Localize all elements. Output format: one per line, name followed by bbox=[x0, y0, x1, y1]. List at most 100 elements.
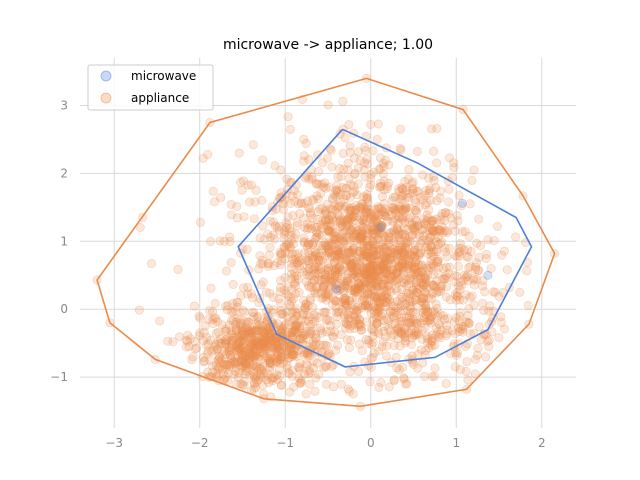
appliance-point bbox=[411, 215, 421, 225]
appliance-point bbox=[405, 296, 415, 306]
appliance-point bbox=[463, 245, 473, 255]
appliance-point bbox=[429, 146, 439, 156]
appliance-point bbox=[436, 284, 446, 294]
appliance-point bbox=[297, 310, 307, 320]
appliance-point bbox=[345, 141, 355, 151]
appliance-point bbox=[309, 251, 319, 261]
appliance-point bbox=[316, 275, 326, 285]
appliance-point bbox=[267, 206, 277, 216]
appliance-point bbox=[234, 343, 244, 353]
appliance-point bbox=[435, 286, 445, 296]
appliance-point bbox=[368, 236, 378, 246]
appliance-point bbox=[306, 328, 316, 338]
appliance-point bbox=[257, 255, 267, 265]
appliance-point bbox=[445, 262, 455, 272]
appliance-point bbox=[397, 214, 407, 224]
appliance-point bbox=[385, 326, 395, 336]
appliance-point bbox=[336, 379, 346, 389]
appliance-point bbox=[221, 326, 231, 336]
appliance-point bbox=[463, 311, 473, 321]
appliance-point bbox=[399, 247, 409, 257]
appliance-point bbox=[377, 228, 387, 238]
appliance-point bbox=[387, 245, 397, 255]
appliance-point bbox=[377, 294, 387, 304]
appliance-point bbox=[226, 350, 236, 360]
appliance-point bbox=[223, 301, 233, 311]
appliance-point bbox=[408, 177, 418, 187]
appliance-point bbox=[469, 300, 479, 310]
appliance-point bbox=[356, 229, 366, 239]
appliance-point bbox=[307, 172, 317, 182]
appliance-point bbox=[287, 366, 297, 376]
appliance-point bbox=[368, 212, 378, 222]
appliance-point bbox=[314, 369, 324, 379]
appliance-point bbox=[332, 286, 342, 296]
appliance-point bbox=[212, 372, 222, 382]
appliance-point bbox=[318, 282, 328, 292]
appliance-point bbox=[419, 218, 429, 228]
appliance-point bbox=[335, 284, 345, 294]
appliance-point bbox=[349, 244, 359, 254]
appliance-point bbox=[337, 249, 347, 259]
appliance-point bbox=[203, 346, 213, 356]
appliance-point bbox=[420, 272, 430, 282]
appliance-point bbox=[280, 321, 290, 331]
appliance-point bbox=[374, 257, 384, 267]
appliance-point bbox=[214, 362, 224, 372]
appliance-point bbox=[349, 285, 359, 295]
appliance-point bbox=[227, 307, 237, 317]
appliance-point bbox=[366, 262, 376, 272]
appliance-point bbox=[382, 262, 392, 272]
appliance-point bbox=[341, 299, 351, 309]
appliance-point bbox=[313, 312, 323, 322]
appliance-point bbox=[282, 220, 292, 230]
appliance-point bbox=[392, 268, 402, 278]
appliance-point bbox=[233, 297, 243, 307]
appliance-point bbox=[381, 332, 391, 342]
appliance-point bbox=[274, 294, 284, 304]
appliance-point bbox=[470, 354, 480, 364]
appliance-point bbox=[309, 275, 319, 285]
appliance-point bbox=[378, 252, 388, 262]
appliance-point bbox=[349, 258, 359, 268]
appliance-point bbox=[283, 282, 293, 292]
appliance-point bbox=[400, 244, 410, 254]
appliance-point bbox=[267, 373, 277, 383]
appliance-point bbox=[192, 343, 202, 353]
appliance-point bbox=[313, 252, 323, 262]
appliance-point bbox=[435, 281, 445, 291]
appliance-point bbox=[421, 346, 431, 356]
appliance-point bbox=[276, 322, 286, 332]
appliance-point bbox=[332, 312, 342, 322]
appliance-point bbox=[380, 297, 390, 307]
appliance-point bbox=[251, 374, 261, 384]
appliance-point bbox=[321, 250, 331, 260]
appliance-point bbox=[400, 299, 410, 309]
appliance-point bbox=[274, 225, 284, 235]
appliance-point bbox=[213, 317, 223, 327]
appliance-point bbox=[292, 271, 302, 281]
appliance-point bbox=[411, 287, 421, 297]
appliance-point bbox=[277, 256, 287, 266]
appliance-point bbox=[407, 179, 417, 189]
appliance-point bbox=[324, 246, 334, 256]
appliance-point bbox=[409, 251, 419, 261]
appliance-point bbox=[353, 287, 363, 297]
appliance-point bbox=[350, 288, 360, 298]
appliance-point bbox=[305, 210, 315, 220]
appliance-point bbox=[343, 273, 353, 283]
appliance-point bbox=[243, 282, 253, 292]
appliance-point bbox=[397, 277, 407, 287]
appliance-point bbox=[313, 150, 323, 160]
appliance-point bbox=[288, 294, 298, 304]
appliance-point bbox=[287, 259, 297, 269]
appliance-point bbox=[476, 241, 486, 251]
appliance-point bbox=[221, 360, 231, 370]
appliance-point bbox=[286, 269, 296, 279]
appliance-point bbox=[394, 233, 404, 243]
appliance-point bbox=[379, 326, 389, 336]
appliance-point bbox=[390, 192, 400, 202]
appliance-point bbox=[467, 176, 477, 186]
appliance-point bbox=[368, 337, 378, 347]
appliance-point bbox=[290, 268, 300, 278]
